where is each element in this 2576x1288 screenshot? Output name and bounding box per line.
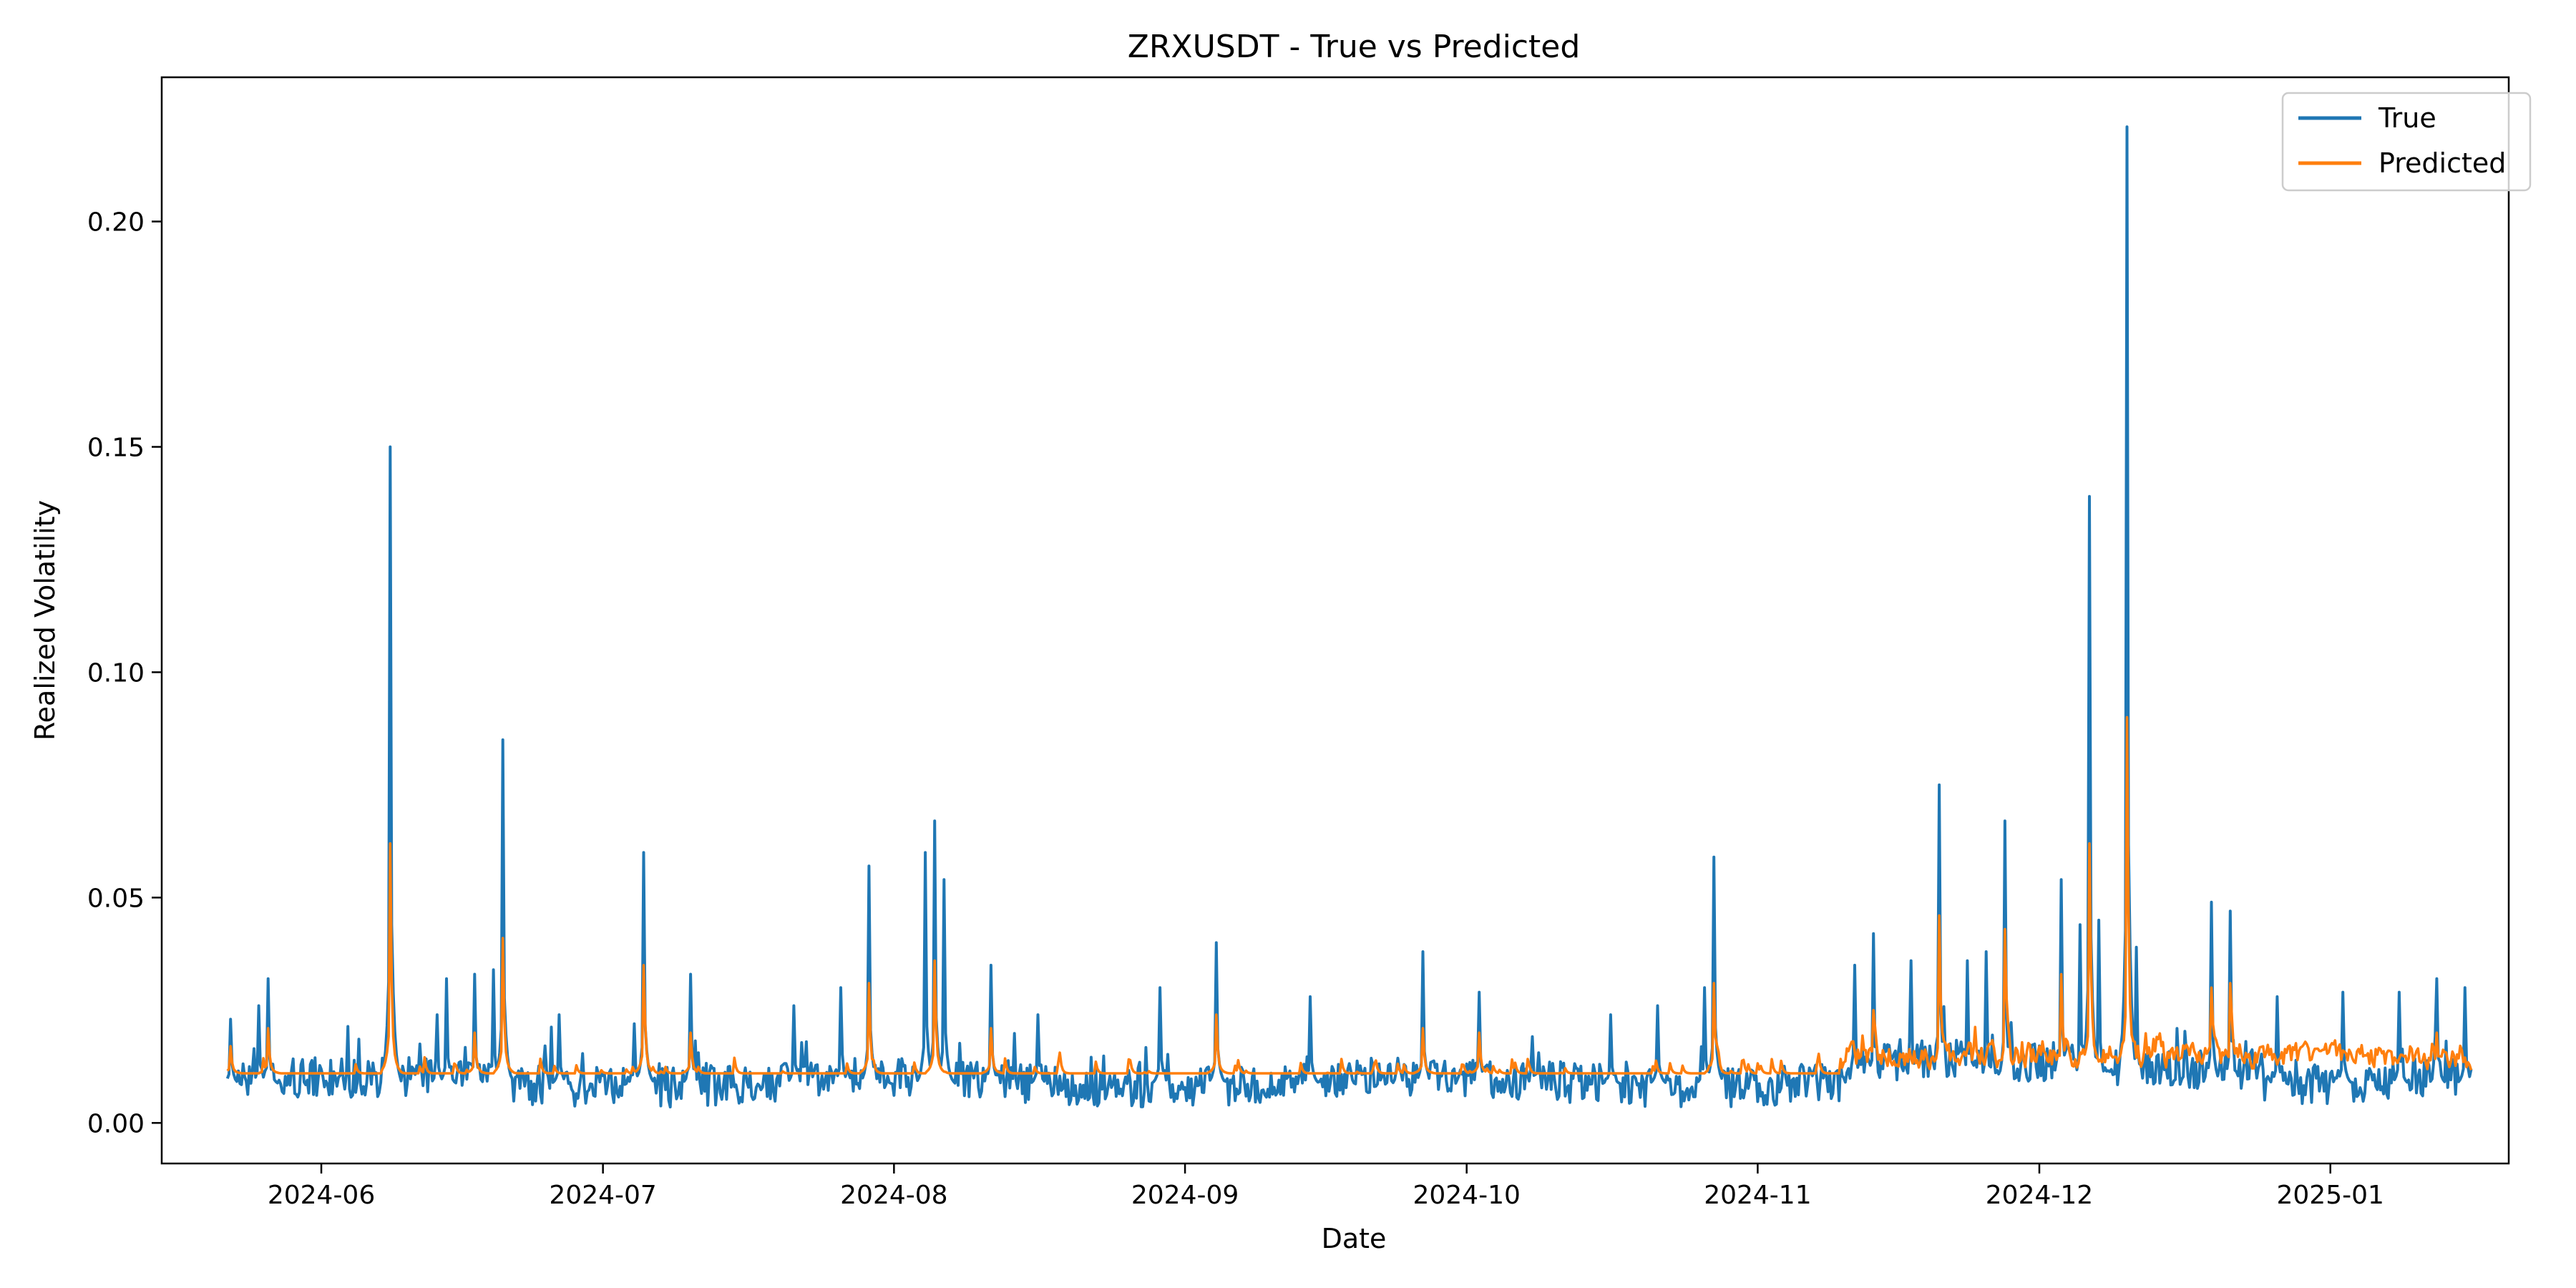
legend: True Predicted xyxy=(2281,92,2532,192)
x-tick-label: 2025-01 xyxy=(2277,1181,2384,1210)
x-tick-label: 2024-12 xyxy=(1986,1181,2093,1210)
y-axis-label: Realized Volatility xyxy=(29,500,61,741)
y-tick-label: 0.15 xyxy=(87,433,145,462)
legend-label-predicted: Predicted xyxy=(2379,147,2506,179)
y-axis-ticks: 0.00 0.05 0.10 0.15 0.20 xyxy=(87,208,162,1138)
chart-title: ZRXUSDT - True vs Predicted xyxy=(1128,29,1581,65)
x-axis-ticks: 2024-06 2024-07 2024-08 2024-09 2024-10 2024-… xyxy=(268,1163,2384,1210)
y-tick-label: 0.00 xyxy=(87,1109,145,1138)
plot-frame xyxy=(160,76,2510,1165)
y-tick-label: 0.10 xyxy=(87,658,145,688)
x-tick-label: 2024-08 xyxy=(840,1181,947,1210)
x-tick-label: 2024-10 xyxy=(1413,1181,1520,1210)
x-tick-label: 2024-11 xyxy=(1704,1181,1811,1210)
x-axis-label: Date xyxy=(1322,1223,1387,1254)
x-tick-label: 2024-09 xyxy=(1131,1181,1239,1210)
series-layer xyxy=(225,125,2473,1108)
x-tick-label: 2024-07 xyxy=(549,1181,656,1210)
x-tick-label: 2024-06 xyxy=(268,1181,375,1210)
y-tick-label: 0.20 xyxy=(87,208,145,238)
y-tick-label: 0.05 xyxy=(87,884,145,913)
series-line-predicted xyxy=(226,716,2473,1075)
legend-label-true: True xyxy=(2378,102,2436,134)
